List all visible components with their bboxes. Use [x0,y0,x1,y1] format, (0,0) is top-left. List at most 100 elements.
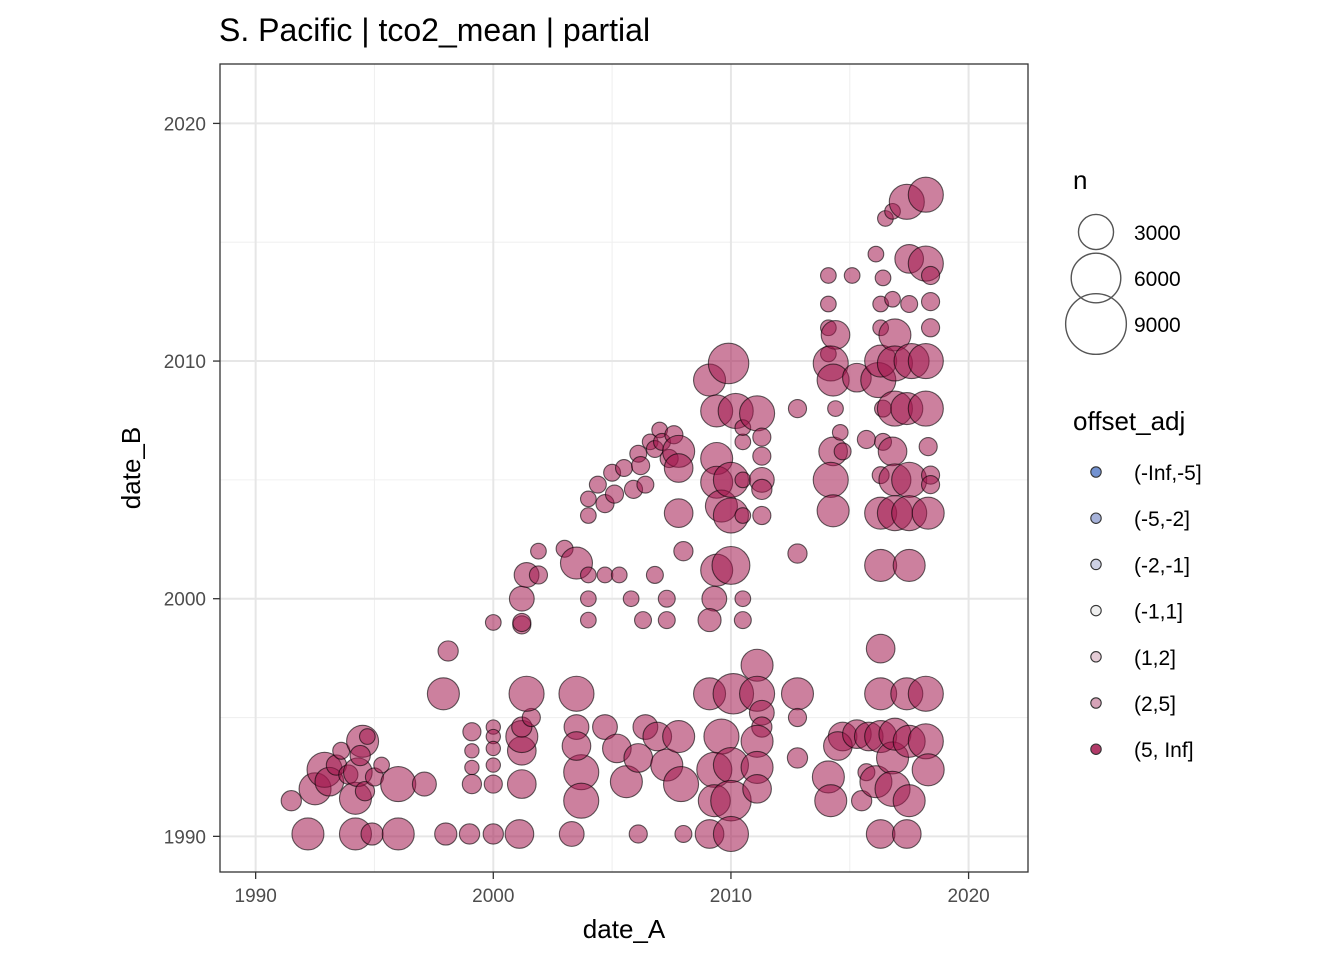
data-point [911,753,945,787]
data-point [850,790,873,812]
data-point [349,744,371,767]
size-legend-key [1077,213,1115,251]
x-tick-label: 2020 [947,886,989,907]
data-point [360,822,384,846]
data-point [561,731,592,761]
data-point [734,507,752,524]
data-point [918,437,938,457]
data-point [900,295,919,314]
color-legend-key [1090,512,1102,524]
data-point [636,475,655,494]
data-point [558,821,585,847]
data-point [814,784,848,818]
data-point [865,633,896,664]
size-legend-label: 6000 [1134,268,1181,291]
y-axis: 1990 2000 2010 2020 [164,114,220,848]
data-point [512,612,532,633]
chart-title: S. Pacific | tco2_mean | partial [219,12,650,48]
data-point [596,566,614,584]
data-point [504,819,535,849]
y-tick-label: 2000 [164,590,206,611]
data-point [354,781,376,802]
data-point [458,823,481,845]
data-point [907,176,944,213]
data-point [734,590,752,608]
x-axis: 1990 2000 2010 2020 [235,872,990,907]
data-point [892,548,926,582]
color-legend-label: (-5,-2] [1134,508,1190,531]
data-point [437,640,459,662]
data-point [381,817,415,851]
size-legend-key [1070,252,1122,304]
data-point [530,542,547,560]
data-point [579,611,597,629]
data-point [604,484,625,504]
data-point [892,784,926,818]
data-point [508,585,535,612]
color-legend-label: (5, Inf] [1134,739,1194,762]
data-point [485,757,501,773]
data-point [734,471,752,489]
data-point [485,740,501,757]
data-point [633,611,653,630]
data-point [907,675,944,712]
color-legend-key [1090,558,1102,571]
data-point [751,478,773,501]
data-point [697,608,722,633]
data-point [752,427,772,447]
size-legend-label: 3000 [1134,222,1181,245]
data-point [907,342,944,380]
color-legend-key [1090,697,1102,709]
y-axis-title: date_B [116,427,146,509]
data-point [819,295,837,313]
data-point [920,318,941,338]
data-point [506,769,537,799]
data-point [787,707,808,728]
data-point [674,824,693,843]
data-point [831,423,849,441]
data-point [662,719,696,754]
data-point [865,819,896,849]
data-point [752,505,772,526]
data-point [711,545,751,585]
data-point [874,269,892,287]
data-points [280,176,945,853]
data-point [833,442,852,461]
data-point [856,429,877,450]
data-point [786,747,809,769]
size-legend: n 3000 6000 9000 [1064,165,1181,356]
data-point [528,565,549,585]
data-point [787,543,808,564]
data-point [877,436,908,467]
x-axis-title: date_A [583,914,666,944]
color-legend-label: (-Inf,-5] [1134,462,1202,485]
data-point [920,475,941,495]
data-point [843,267,861,284]
data-point [464,759,480,776]
x-tick-label: 2000 [472,886,514,907]
data-point [483,774,503,794]
data-point [280,790,302,812]
data-point [579,490,597,508]
data-point [579,507,597,524]
data-point [482,823,504,845]
color-legend-label: (-2,-1] [1134,554,1190,577]
data-point [462,722,482,742]
data-point [920,292,941,312]
data-point [614,458,634,478]
data-point [891,819,922,849]
data-point [426,677,460,711]
data-point [657,611,676,630]
color-legend-key [1090,604,1102,617]
data-point [911,496,945,530]
data-point [508,675,545,712]
data-point [411,771,437,797]
data-point [291,817,325,851]
data-point [712,815,750,853]
color-legend: offset_adj (-Inf,-5] (-5,-2] (-2,-1] (-1,1]… [1073,406,1202,762]
size-legend-title: n [1073,165,1087,195]
data-point [434,822,458,846]
data-point [734,433,752,451]
data-point [628,824,648,844]
data-point [707,342,750,385]
